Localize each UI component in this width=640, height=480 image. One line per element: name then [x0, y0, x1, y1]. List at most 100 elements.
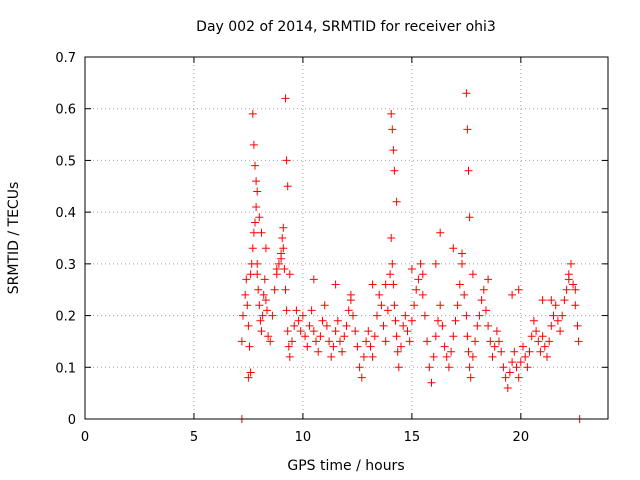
data-point — [257, 228, 266, 237]
data-point — [458, 249, 466, 258]
data-point — [458, 259, 466, 268]
data-point — [246, 368, 255, 377]
data-point — [556, 327, 565, 336]
data-point — [292, 306, 301, 315]
data-point — [473, 321, 482, 330]
data-point — [403, 327, 412, 336]
y-tick-label: 0 — [68, 413, 76, 428]
data-point — [370, 332, 379, 341]
data-point — [263, 306, 271, 315]
data-point — [538, 296, 547, 305]
data-point — [381, 337, 390, 346]
data-point — [364, 327, 373, 336]
x-tick-label: 15 — [404, 430, 421, 445]
data-point — [268, 311, 277, 320]
data-point — [338, 347, 347, 356]
data-point — [394, 363, 403, 372]
data-point — [547, 296, 556, 305]
data-point — [241, 290, 250, 299]
data-point — [525, 347, 534, 356]
data-point — [283, 182, 292, 191]
data-point — [344, 306, 353, 315]
data-point — [573, 321, 582, 330]
data-point — [320, 301, 329, 310]
data-point — [388, 125, 397, 134]
data-point — [429, 352, 438, 361]
data-point — [468, 352, 477, 361]
data-point — [322, 321, 331, 330]
data-point — [251, 218, 259, 227]
data-point — [277, 254, 286, 263]
data-point — [508, 358, 517, 367]
data-point — [368, 280, 377, 289]
data-point — [284, 342, 293, 351]
data-point — [505, 368, 514, 377]
x-tick-label: 10 — [295, 430, 312, 445]
data-point — [390, 166, 399, 175]
data-point — [251, 161, 259, 170]
data-point — [553, 316, 562, 325]
data-point — [412, 285, 421, 294]
data-point — [495, 337, 503, 346]
data-point — [391, 316, 400, 325]
data-point — [401, 311, 410, 320]
data-point — [536, 347, 545, 356]
data-point — [551, 301, 560, 310]
data-point — [239, 311, 247, 320]
data-point — [355, 363, 364, 372]
data-point — [455, 280, 464, 289]
data-point — [303, 342, 312, 351]
data-point — [463, 125, 472, 134]
data-point — [383, 306, 392, 315]
data-point — [281, 285, 290, 294]
data-point — [259, 290, 268, 299]
data-point — [420, 311, 429, 320]
data-point — [307, 306, 316, 315]
data-point — [418, 290, 427, 299]
data-point — [414, 275, 423, 284]
data-point — [237, 337, 246, 346]
data-point — [423, 337, 432, 346]
data-point — [529, 316, 538, 325]
data-point — [442, 352, 451, 361]
data-point — [514, 285, 523, 294]
data-point — [534, 337, 543, 346]
data-point — [475, 311, 484, 320]
data-point — [427, 378, 436, 387]
data-point — [567, 259, 575, 268]
data-point — [440, 342, 449, 351]
data-point — [468, 270, 477, 279]
data-point — [425, 363, 434, 372]
data-point — [257, 327, 266, 336]
data-point — [447, 347, 456, 356]
data-point — [527, 332, 536, 341]
data-point — [501, 373, 510, 382]
data-point — [279, 244, 288, 253]
data-point — [280, 265, 289, 273]
data-point — [438, 321, 447, 330]
data-point — [499, 363, 508, 372]
data-point — [492, 327, 501, 336]
data-point — [316, 332, 325, 341]
data-point — [471, 337, 480, 346]
data-points — [237, 89, 584, 423]
data-point — [560, 296, 569, 305]
data-point — [272, 265, 281, 273]
data-point — [357, 373, 366, 382]
data-point — [389, 146, 398, 155]
data-point — [386, 270, 395, 279]
data-point — [281, 94, 290, 103]
data-point — [256, 316, 265, 325]
data-point — [252, 203, 261, 211]
data-point — [418, 270, 427, 279]
data-point — [407, 265, 416, 273]
data-point — [508, 290, 517, 299]
data-point — [387, 109, 396, 118]
data-point — [462, 89, 471, 98]
data-point — [248, 109, 257, 118]
data-point — [477, 296, 486, 305]
data-point — [264, 332, 273, 341]
data-point — [484, 321, 493, 330]
data-point — [460, 290, 469, 299]
